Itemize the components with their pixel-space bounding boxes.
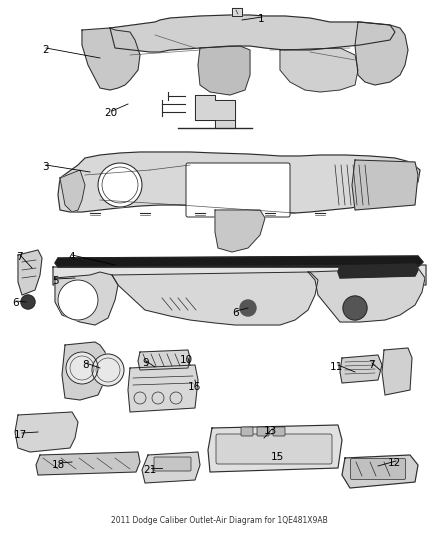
Text: 12: 12	[388, 458, 401, 468]
Text: 20: 20	[104, 108, 117, 118]
Text: 9: 9	[142, 358, 148, 368]
Polygon shape	[55, 272, 118, 325]
Text: 21: 21	[143, 465, 156, 475]
Polygon shape	[352, 160, 418, 210]
Text: 5: 5	[52, 276, 59, 286]
Polygon shape	[60, 170, 85, 212]
Text: 4: 4	[68, 252, 74, 262]
Text: 3: 3	[42, 162, 49, 172]
FancyBboxPatch shape	[273, 427, 285, 436]
Circle shape	[98, 163, 142, 207]
Polygon shape	[195, 95, 235, 128]
Polygon shape	[112, 272, 318, 325]
Circle shape	[240, 300, 256, 316]
Polygon shape	[208, 425, 342, 472]
Text: 13: 13	[264, 426, 277, 436]
Circle shape	[92, 354, 124, 386]
FancyBboxPatch shape	[241, 427, 253, 436]
Text: 17: 17	[14, 430, 27, 440]
FancyBboxPatch shape	[186, 163, 290, 217]
Polygon shape	[138, 350, 190, 370]
Text: 15: 15	[271, 452, 284, 462]
Polygon shape	[53, 265, 426, 285]
Polygon shape	[82, 28, 140, 90]
Circle shape	[66, 352, 98, 384]
Polygon shape	[342, 455, 418, 488]
Text: 8: 8	[82, 360, 88, 370]
Polygon shape	[36, 452, 140, 475]
Circle shape	[343, 296, 367, 320]
Text: 2: 2	[42, 45, 49, 55]
Polygon shape	[58, 152, 420, 213]
Polygon shape	[142, 452, 200, 483]
FancyBboxPatch shape	[350, 458, 406, 480]
Text: 6: 6	[12, 298, 19, 308]
Polygon shape	[62, 342, 108, 400]
Text: 6: 6	[232, 308, 239, 318]
Text: 2011 Dodge Caliber Outlet-Air Diagram for 1QE481X9AB: 2011 Dodge Caliber Outlet-Air Diagram fo…	[111, 516, 327, 525]
Text: 16: 16	[188, 382, 201, 392]
Polygon shape	[355, 22, 408, 85]
Text: 11: 11	[330, 362, 343, 372]
FancyBboxPatch shape	[216, 434, 332, 464]
FancyBboxPatch shape	[154, 457, 191, 471]
Text: 18: 18	[52, 460, 65, 470]
Text: 7: 7	[368, 360, 374, 370]
Polygon shape	[55, 256, 423, 267]
Polygon shape	[338, 264, 418, 278]
Circle shape	[21, 295, 35, 309]
Polygon shape	[280, 48, 358, 92]
Text: 1: 1	[258, 14, 265, 24]
Polygon shape	[232, 8, 242, 16]
Polygon shape	[110, 15, 395, 52]
Polygon shape	[340, 355, 382, 383]
Polygon shape	[198, 46, 250, 95]
Circle shape	[58, 280, 98, 320]
Polygon shape	[18, 250, 42, 295]
Polygon shape	[308, 268, 425, 322]
Polygon shape	[128, 365, 198, 412]
Text: 7: 7	[16, 252, 23, 262]
Polygon shape	[15, 412, 78, 452]
FancyBboxPatch shape	[257, 427, 269, 436]
Polygon shape	[382, 348, 412, 395]
Text: 10: 10	[180, 355, 193, 365]
Polygon shape	[215, 210, 265, 252]
